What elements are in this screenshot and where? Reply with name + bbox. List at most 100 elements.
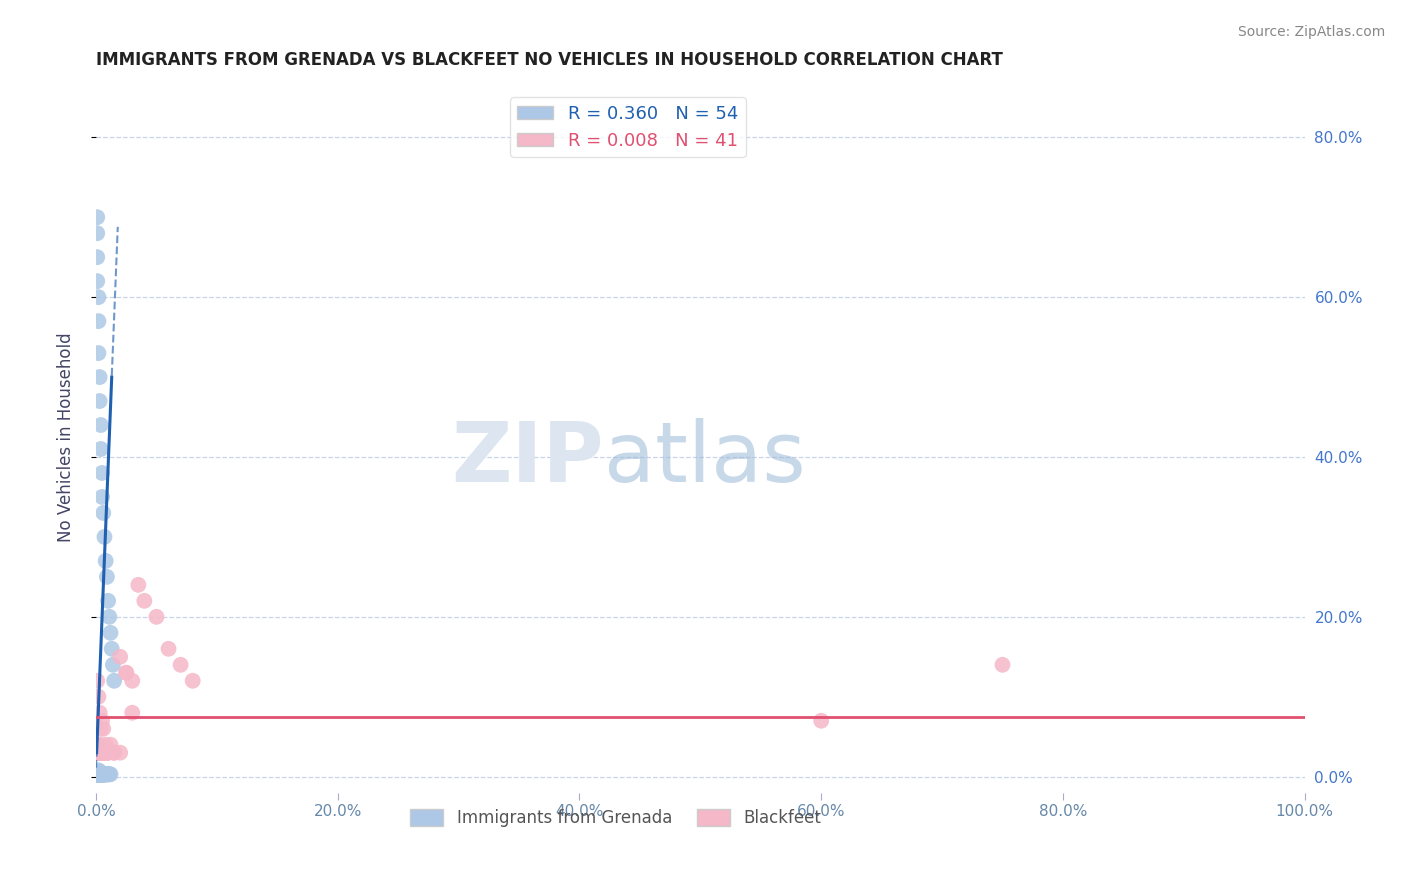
- Point: [97, 767, 120, 781]
- Point: [89, 768, 111, 782]
- Point: [89, 394, 111, 409]
- Point: [121, 673, 143, 688]
- Point: [181, 673, 204, 688]
- Point: [97, 767, 120, 781]
- Point: [87, 738, 110, 752]
- Point: [96, 767, 118, 781]
- Point: [89, 767, 111, 781]
- Point: [87, 346, 110, 360]
- Point: [98, 767, 121, 781]
- Point: [97, 746, 120, 760]
- Point: [87, 690, 110, 704]
- Point: [87, 768, 110, 782]
- Point: [93, 530, 115, 544]
- Point: [93, 767, 115, 781]
- Point: [86, 274, 108, 288]
- Text: ZIP: ZIP: [451, 417, 603, 499]
- Point: [991, 657, 1014, 672]
- Point: [89, 764, 111, 779]
- Legend: Immigrants from Grenada, Blackfeet: Immigrants from Grenada, Blackfeet: [404, 803, 828, 834]
- Point: [90, 767, 112, 781]
- Point: [86, 226, 108, 240]
- Point: [91, 768, 114, 782]
- Text: Source: ZipAtlas.com: Source: ZipAtlas.com: [1237, 25, 1385, 39]
- Point: [91, 766, 114, 780]
- Point: [91, 466, 114, 480]
- Point: [89, 767, 111, 781]
- Point: [93, 746, 115, 760]
- Point: [100, 641, 122, 656]
- Point: [145, 610, 167, 624]
- Point: [115, 665, 138, 680]
- Point: [86, 765, 108, 780]
- Point: [90, 746, 112, 760]
- Point: [90, 746, 112, 760]
- Point: [89, 738, 111, 752]
- Point: [810, 714, 832, 728]
- Point: [87, 290, 110, 304]
- Point: [94, 554, 117, 568]
- Point: [115, 665, 138, 680]
- Point: [97, 594, 120, 608]
- Point: [87, 767, 110, 781]
- Point: [87, 314, 110, 328]
- Point: [86, 767, 108, 781]
- Point: [86, 673, 108, 688]
- Point: [87, 766, 110, 780]
- Point: [90, 722, 112, 736]
- Point: [86, 768, 108, 782]
- Point: [157, 641, 180, 656]
- Point: [91, 767, 114, 781]
- Text: IMMIGRANTS FROM GRENADA VS BLACKFEET NO VEHICLES IN HOUSEHOLD CORRELATION CHART: IMMIGRANTS FROM GRENADA VS BLACKFEET NO …: [96, 51, 1002, 69]
- Point: [91, 746, 114, 760]
- Point: [90, 768, 112, 782]
- Point: [86, 211, 108, 225]
- Point: [91, 746, 114, 760]
- Point: [108, 649, 131, 664]
- Point: [91, 490, 114, 504]
- Text: atlas: atlas: [603, 417, 806, 499]
- Point: [90, 417, 112, 432]
- Point: [108, 746, 131, 760]
- Point: [86, 746, 108, 760]
- Point: [169, 657, 191, 672]
- Point: [134, 594, 156, 608]
- Point: [89, 706, 111, 720]
- Point: [96, 746, 118, 760]
- Point: [103, 746, 125, 760]
- Point: [100, 625, 122, 640]
- Point: [86, 738, 108, 752]
- Point: [87, 764, 110, 778]
- Point: [91, 722, 114, 736]
- Point: [91, 768, 114, 782]
- Point: [103, 746, 125, 760]
- Point: [101, 657, 124, 672]
- Point: [91, 746, 114, 760]
- Point: [94, 767, 117, 781]
- Point: [100, 767, 122, 781]
- Point: [103, 673, 125, 688]
- Point: [121, 706, 143, 720]
- Point: [89, 370, 111, 384]
- Point: [90, 442, 112, 456]
- Point: [96, 570, 118, 584]
- Point: [86, 767, 108, 781]
- Point: [93, 767, 115, 781]
- Point: [91, 746, 114, 760]
- Point: [94, 738, 117, 752]
- Point: [97, 746, 120, 760]
- Point: [96, 767, 118, 781]
- Point: [100, 738, 122, 752]
- Y-axis label: No Vehicles in Household: No Vehicles in Household: [58, 332, 75, 541]
- Point: [91, 767, 114, 781]
- Point: [90, 766, 112, 780]
- Point: [94, 767, 117, 781]
- Point: [86, 250, 108, 264]
- Point: [127, 578, 149, 592]
- Point: [91, 766, 114, 780]
- Point: [91, 714, 114, 728]
- Point: [87, 746, 110, 760]
- Point: [94, 746, 117, 760]
- Point: [91, 506, 114, 520]
- Point: [89, 746, 111, 760]
